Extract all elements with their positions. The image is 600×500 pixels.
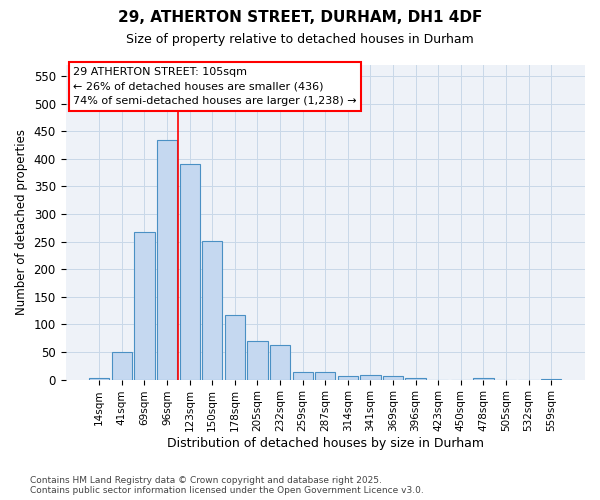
Bar: [315, 372, 335, 380]
Text: Size of property relative to detached houses in Durham: Size of property relative to detached ho…: [126, 32, 474, 46]
Bar: [360, 375, 380, 380]
Bar: [225, 315, 245, 380]
Y-axis label: Number of detached properties: Number of detached properties: [15, 130, 28, 316]
Text: 29 ATHERTON STREET: 105sqm
← 26% of detached houses are smaller (436)
74% of sem: 29 ATHERTON STREET: 105sqm ← 26% of deta…: [73, 66, 357, 106]
Bar: [134, 232, 155, 380]
Bar: [406, 378, 426, 380]
Bar: [179, 164, 200, 380]
Bar: [383, 376, 403, 380]
Bar: [293, 372, 313, 380]
Bar: [473, 378, 494, 380]
Bar: [541, 379, 562, 380]
Bar: [338, 376, 358, 380]
Text: Contains HM Land Registry data © Crown copyright and database right 2025.
Contai: Contains HM Land Registry data © Crown c…: [30, 476, 424, 495]
Bar: [270, 346, 290, 380]
Bar: [89, 378, 109, 380]
X-axis label: Distribution of detached houses by size in Durham: Distribution of detached houses by size …: [167, 437, 484, 450]
Bar: [157, 140, 177, 380]
Bar: [247, 341, 268, 380]
Bar: [112, 352, 132, 380]
Bar: [202, 241, 223, 380]
Text: 29, ATHERTON STREET, DURHAM, DH1 4DF: 29, ATHERTON STREET, DURHAM, DH1 4DF: [118, 10, 482, 25]
